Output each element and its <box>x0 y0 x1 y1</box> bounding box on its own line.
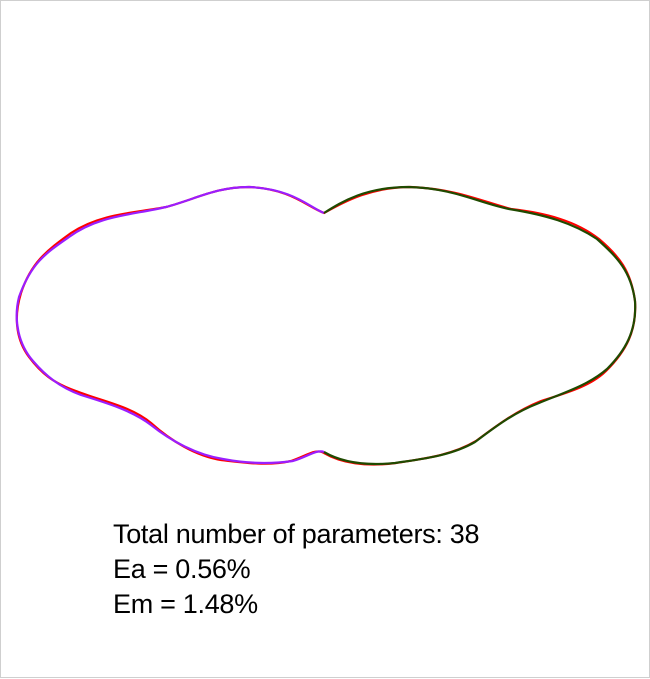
stats-block: Total number of parameters: 38 Ea = 0.56… <box>113 517 480 622</box>
right-half-fit <box>323 185 637 466</box>
reference-outline <box>15 185 637 466</box>
em-value: Em = 1.48% <box>113 589 258 619</box>
ea-value: Ea = 0.56% <box>113 554 251 584</box>
parameters-count: Total number of parameters: 38 <box>113 519 480 549</box>
left-half-fit <box>15 185 325 465</box>
